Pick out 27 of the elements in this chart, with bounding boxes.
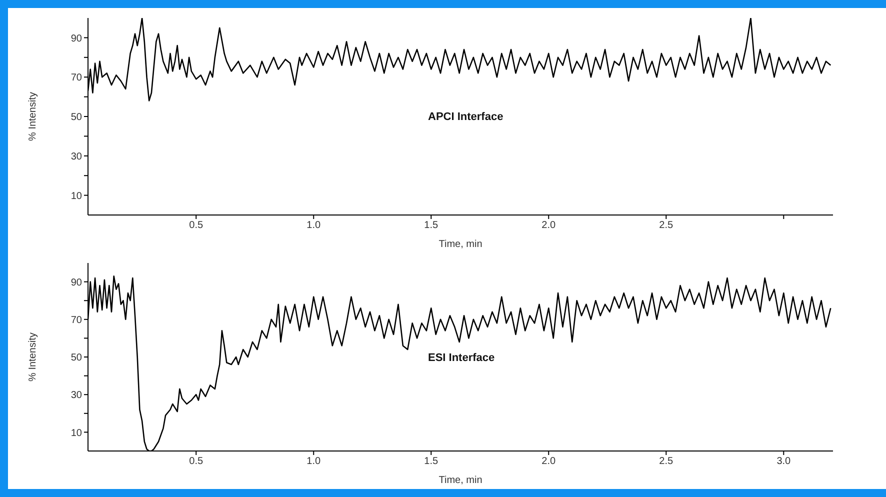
x-tick-label: 3.0 xyxy=(776,456,792,468)
y-tick-label: 70 xyxy=(70,314,82,326)
x-axis-title: Time, min xyxy=(438,239,482,250)
x-tick-label: 1.5 xyxy=(424,456,439,468)
x-axis-title: Time, min xyxy=(438,475,482,486)
annotation: ESI Interface xyxy=(428,352,495,364)
y-tick-label: 50 xyxy=(70,112,82,124)
y-tick-label: 10 xyxy=(70,190,82,202)
y-axis-title: % Intensity xyxy=(28,92,39,141)
y-tick-label: 10 xyxy=(70,428,82,439)
x-tick-label: 2.0 xyxy=(542,220,556,232)
x-tick-label: 2.0 xyxy=(542,456,556,468)
y-tick-label: 90 xyxy=(70,277,82,288)
x-tick-label: 1.5 xyxy=(424,220,439,232)
annotation: APCI Interface xyxy=(428,110,504,123)
x-tick-label: 2.5 xyxy=(659,456,674,468)
x-tick-label: 1.0 xyxy=(306,220,321,232)
x-tick-label: 0.5 xyxy=(189,456,204,468)
y-tick-label: 30 xyxy=(70,390,82,402)
x-tick-label: 2.5 xyxy=(659,220,674,232)
y-tick-label: 30 xyxy=(70,151,82,162)
x-tick-label: 1.0 xyxy=(306,456,321,468)
x-tick-label: 0.5 xyxy=(189,220,204,232)
y-tick-label: 70 xyxy=(70,72,82,84)
y-axis-title: % Intensity xyxy=(28,332,39,382)
y-tick-label: 50 xyxy=(70,352,82,364)
y-tick-label: 90 xyxy=(70,33,82,44)
